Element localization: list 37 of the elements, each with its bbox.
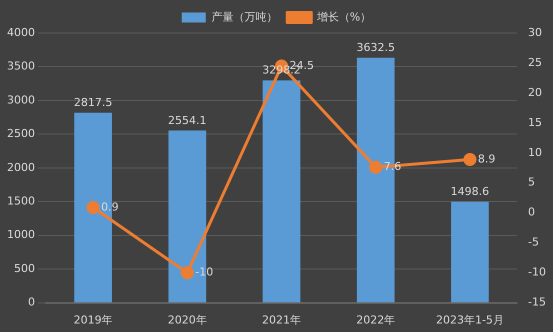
y2-tick-label: 5 [528,176,536,189]
x-tick-label: 2020年 [168,313,207,326]
y2-tick-label: -10 [528,266,546,279]
y-tick-label: 0 [28,296,35,309]
data-label: 3632.5 [356,41,395,54]
legend-label: 产量（万吨） [211,10,278,24]
y2-tick-label: 10 [528,146,542,159]
x-tick-label: 2022年 [356,313,396,326]
point [463,153,476,166]
point [180,266,194,280]
y-tick-label: 3000 [6,93,35,106]
y-tick-label: 2500 [6,127,35,140]
y2-tick-label: -15 [528,296,546,309]
point [86,200,100,214]
y2-tick-label: -5 [528,236,540,249]
x-tick-label: 2021年 [262,313,302,326]
x-tick-label: 2019年 [74,313,113,326]
legend-label: 增长（%） [316,10,372,24]
point [369,160,382,174]
y-tick-label: 1000 [6,228,35,242]
y2-tick-label: 30 [528,26,542,39]
y2-tick-label: 15 [528,116,542,129]
y2-tick-label: 20 [528,86,542,99]
x-tick-label: 2023年1-5月 [436,313,504,326]
bar [262,80,300,302]
data-label: 2817.5 [74,96,112,110]
y2-tick-label: 0 [528,206,536,219]
y-tick-label: 4000 [6,26,35,39]
data-label: 8.9 [478,152,496,166]
bar [451,202,489,302]
y-tick-label: 500 [14,262,35,275]
y2-tick-label: 25 [528,56,542,69]
y-tick-label: 2000 [6,160,35,174]
y-tick-label: 3500 [6,60,35,73]
data-label: 1498.6 [450,185,490,198]
y-tick-label: 1500 [6,194,35,208]
data-label: 2554.1 [168,114,207,127]
